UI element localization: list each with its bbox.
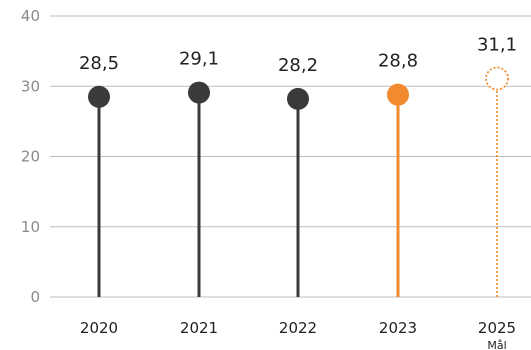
data-label: 29,1	[179, 49, 219, 70]
x-tick-label: 2025	[478, 319, 516, 337]
data-labels: 28,5 29,1 28,2 28,8 31,1	[79, 35, 517, 76]
x-tick-label: 2020	[80, 319, 118, 337]
y-tick-label: 10	[21, 218, 40, 236]
y-tick-label: 20	[21, 148, 40, 166]
lollipop-head	[188, 81, 210, 104]
lollipop-head	[287, 87, 309, 110]
data-label: 28,5	[79, 53, 119, 74]
data-label: 28,2	[278, 55, 318, 76]
lollipop-head	[387, 83, 409, 106]
x-tick-label: 2022	[279, 319, 317, 337]
target-annotation: Mål	[487, 339, 506, 350]
lollipop-head	[88, 85, 110, 108]
x-axis-ticks: 2020 2021 2022 2023 2025	[80, 319, 516, 337]
data-label: 28,8	[378, 51, 418, 72]
annotations: Mål	[487, 339, 506, 350]
y-tick-label: 40	[21, 7, 40, 25]
gridlines	[50, 15, 531, 298]
y-axis-ticks: 0 10 20 30 40	[21, 7, 40, 306]
x-tick-label: 2021	[180, 319, 218, 337]
y-tick-label: 30	[21, 77, 40, 95]
lollipop-heads	[88, 66, 509, 110]
data-label: 31,1	[477, 35, 517, 56]
lollipop-stems	[97, 89, 498, 297]
lollipop-head	[485, 66, 509, 91]
x-tick-label: 2023	[379, 319, 417, 337]
y-tick-label: 0	[30, 288, 40, 306]
